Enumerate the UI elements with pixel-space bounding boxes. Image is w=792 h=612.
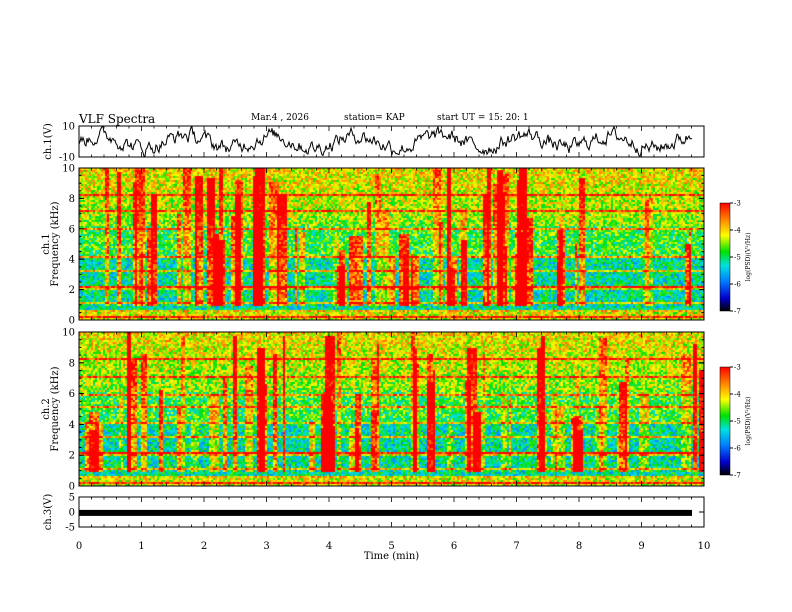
x-tick-label: 7 xyxy=(513,541,519,552)
start-time-label: start UT = 15: 20: 1 xyxy=(437,113,529,123)
y-tick-label: 6 xyxy=(69,389,75,400)
y-axis-label-channel: ch.2 xyxy=(41,398,52,420)
colorbar-tick-label: -4 xyxy=(734,227,741,235)
colorbar-tick-label: -7 xyxy=(734,472,741,480)
x-tick-label: 0 xyxy=(76,541,82,552)
colorbar-tick-label: -3 xyxy=(734,200,741,208)
x-tick-label: 6 xyxy=(451,541,457,552)
x-tick-label: 9 xyxy=(638,541,644,552)
x-tick-label: 2 xyxy=(201,541,207,552)
y-tick-label: -10 xyxy=(59,153,75,164)
y-tick-label: 4 xyxy=(69,420,75,431)
y-tick-label: 8 xyxy=(69,194,75,205)
date-label: Mar.4 , 2026 xyxy=(251,113,309,123)
y-tick-label: 6 xyxy=(69,224,75,235)
x-axis-label: Time (min) xyxy=(364,551,419,562)
colorbar-label: log(PSD)(V²/Hz) xyxy=(745,397,752,446)
y-axis-label: ch.1(V) xyxy=(43,123,54,160)
ch1-spectrogram xyxy=(79,168,704,320)
spectrogram-image xyxy=(79,332,704,486)
ch3-trace xyxy=(79,509,692,516)
y-tick-label: 10 xyxy=(62,122,75,133)
y-tick-label: 0 xyxy=(69,508,75,519)
y-tick-label: 2 xyxy=(69,451,75,462)
y-tick-label: 0 xyxy=(69,482,75,493)
colorbar-tick-label: -6 xyxy=(734,281,741,289)
colorbar-tick-label: -6 xyxy=(734,445,741,453)
x-tick-label: 8 xyxy=(576,541,582,552)
x-tick-label: 3 xyxy=(263,541,269,552)
colorbar-tick-label: -4 xyxy=(734,391,741,399)
ch3-trace-line xyxy=(79,509,692,516)
y-tick-label: 8 xyxy=(69,358,75,369)
y-axis-label: Frequency (kHz) xyxy=(50,201,61,286)
colorbar-gradient xyxy=(719,366,731,476)
colorbar-label: log(PSD)(V²/Hz) xyxy=(745,233,752,282)
y-tick-label: 5 xyxy=(69,493,75,504)
ch2-spectrogram xyxy=(79,332,704,486)
y-axis-label: ch.3(V) xyxy=(43,494,54,531)
colorbar-tick-label: -7 xyxy=(734,308,741,316)
y-tick-label: 10 xyxy=(62,164,75,175)
station-label: station= KAP xyxy=(344,113,405,123)
x-tick-label: 1 xyxy=(138,541,144,552)
y-tick-label: 0 xyxy=(69,316,75,327)
ch1-waveform xyxy=(78,125,693,157)
colorbars: -3 -4 -5 -6 -7 log(PSD)(V²/Hz) -3 -4 -5 -6 -7 log(P… xyxy=(719,200,752,480)
colorbar-gradient xyxy=(719,202,731,312)
x-tick-label: 5 xyxy=(388,541,394,552)
x-tick-label: 10 xyxy=(698,541,711,552)
y-tick-label: -5 xyxy=(65,523,75,534)
figure-title: VLF Spectra xyxy=(79,112,156,126)
y-tick-label: 2 xyxy=(69,285,75,296)
y-axis-label: Frequency (kHz) xyxy=(50,366,61,451)
colorbar-tick-label: -5 xyxy=(734,254,741,262)
ch1-waveform-line xyxy=(78,125,693,157)
y-tick-label: 10 xyxy=(62,328,75,339)
x-tick-label: 4 xyxy=(326,541,332,552)
y-axis-label-channel: ch.1 xyxy=(41,233,52,255)
y-tick-label: 4 xyxy=(69,255,75,266)
colorbar-tick-label: -3 xyxy=(734,364,741,372)
axes-layer xyxy=(78,125,705,528)
spectrogram-image xyxy=(79,168,704,320)
colorbar-tick-label: -5 xyxy=(734,418,741,426)
